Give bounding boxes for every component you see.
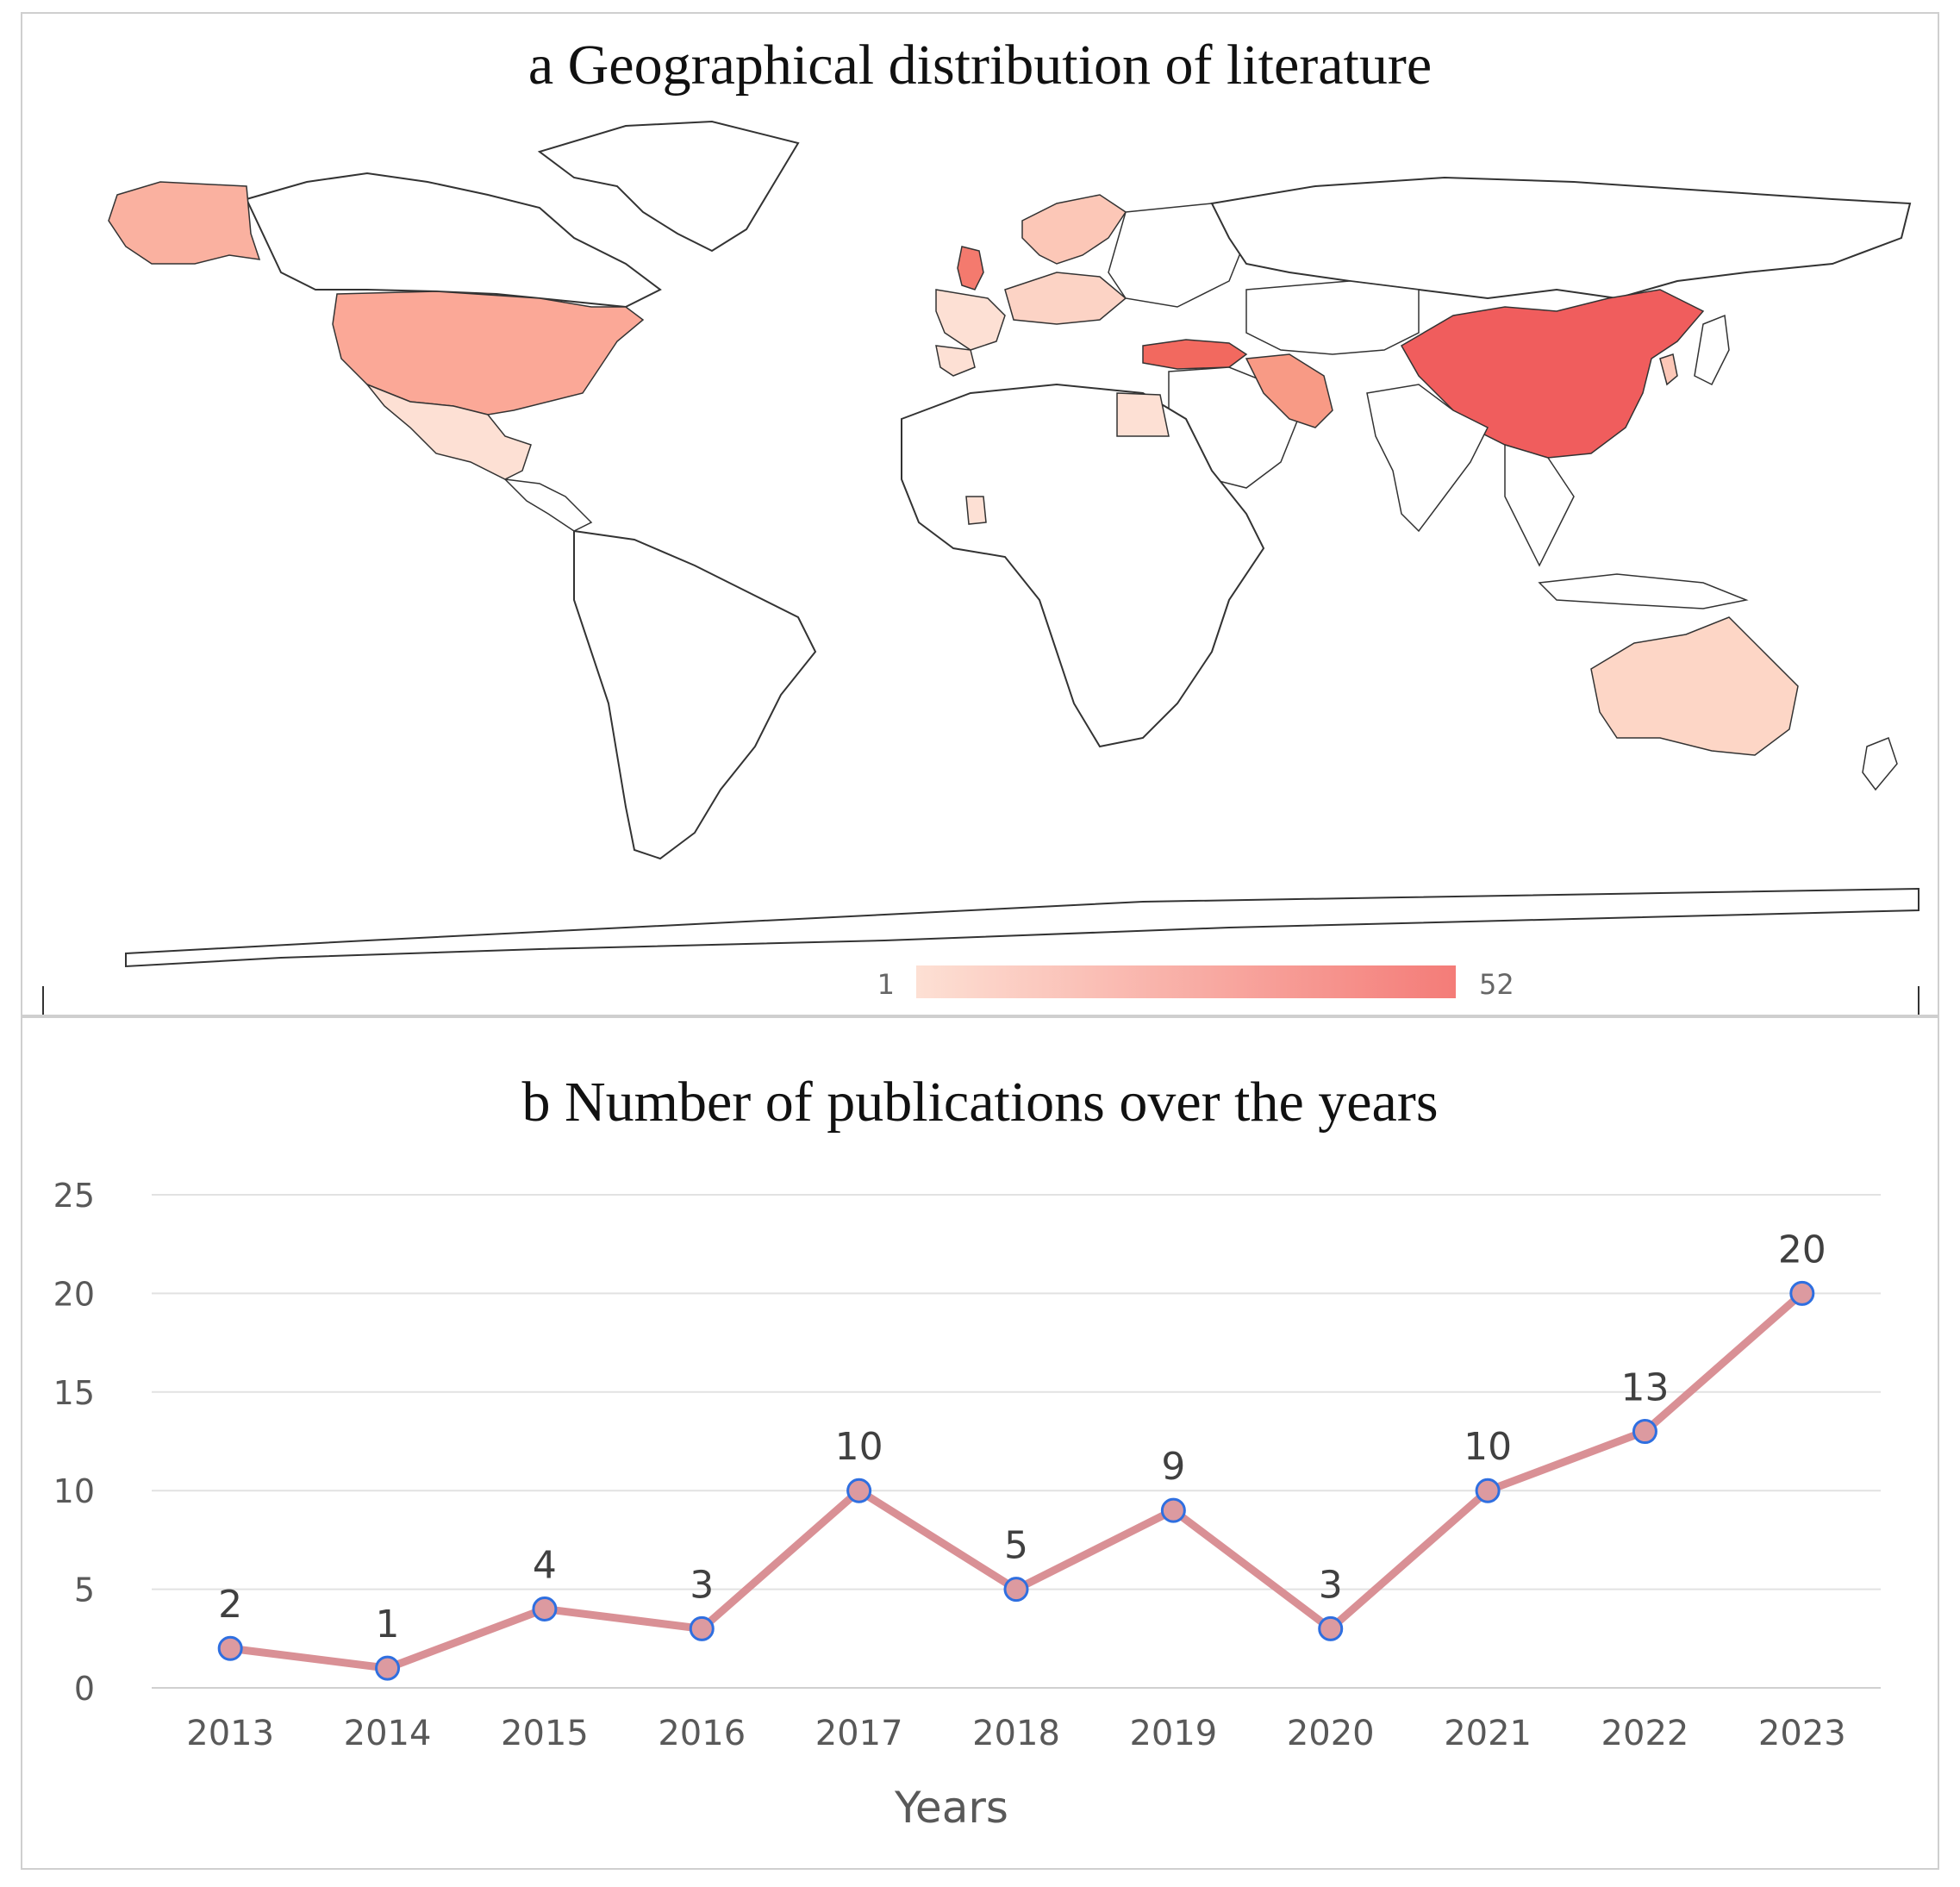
data-label: 1 [376, 1603, 400, 1646]
x-tick-label: 2016 [658, 1714, 746, 1753]
japan [1694, 314, 1730, 386]
legend-max-label: 52 [1479, 968, 1514, 1001]
uk [957, 246, 984, 291]
antarctica [125, 887, 1919, 968]
korea [1659, 353, 1678, 386]
turkey [1142, 339, 1248, 370]
data-labels: 2 1 4 3 10 5 9 3 10 13 20 [218, 1228, 1826, 1646]
canada [245, 172, 662, 309]
data-point [1789, 1280, 1815, 1306]
data-label: 10 [1464, 1425, 1512, 1469]
data-label: 3 [1319, 1563, 1343, 1607]
russia [1210, 176, 1912, 300]
world-map: 1 52 [42, 120, 1919, 1015]
mexico [365, 383, 532, 480]
data-label: 5 [1004, 1524, 1028, 1568]
data-label: 2 [218, 1583, 242, 1627]
egypt [1116, 392, 1170, 437]
y-tick-label: 0 [74, 1670, 95, 1708]
x-tick-label: 2017 [815, 1714, 903, 1753]
iran [1245, 353, 1333, 428]
x-tick-label: 2020 [1287, 1714, 1375, 1753]
x-tick-label: 2014 [344, 1714, 432, 1753]
x-axis-label: Years [894, 1783, 1008, 1833]
data-point [1003, 1577, 1029, 1603]
data-point [532, 1596, 558, 1621]
greenland [537, 120, 800, 253]
south-america [573, 529, 817, 860]
legend-colorbar [916, 965, 1456, 998]
data-point [375, 1655, 401, 1681]
map-title: a Geographical distribution of literatur… [527, 34, 1433, 97]
series-line [226, 1289, 1807, 1672]
india [1366, 384, 1489, 533]
indonesia [1538, 573, 1749, 609]
new-zealand [1862, 737, 1898, 791]
chart-title: b Number of publications over the years [521, 1071, 1439, 1134]
x-tick-label: 2023 [1758, 1714, 1846, 1753]
scandinavia [1021, 194, 1127, 265]
data-label: 20 [1778, 1228, 1826, 1272]
data-point [1160, 1497, 1186, 1523]
data-point [1632, 1419, 1657, 1445]
y-tick-label: 5 [74, 1571, 95, 1609]
x-tick-label: 2021 [1444, 1714, 1532, 1753]
data-point [1318, 1615, 1344, 1641]
central-america [502, 478, 593, 532]
y-tick-labels: 0 5 10 15 20 25 [53, 1177, 95, 1708]
map-panel: a Geographical distribution of literatur… [21, 12, 1939, 1016]
x-tick-label: 2022 [1601, 1714, 1689, 1753]
data-point [1475, 1478, 1501, 1503]
alaska [108, 181, 261, 265]
central-europe [1004, 272, 1127, 325]
data-point [217, 1635, 243, 1661]
data-point [846, 1478, 872, 1503]
x-tick-label: 2013 [186, 1714, 274, 1753]
x-tick-label: 2019 [1129, 1714, 1217, 1753]
data-point [689, 1615, 715, 1641]
y-tick-label: 15 [53, 1374, 95, 1412]
central-asia [1245, 280, 1420, 355]
data-label: 4 [533, 1543, 557, 1587]
y-tick-label: 25 [53, 1177, 95, 1215]
ghana [965, 496, 987, 525]
data-label: 9 [1161, 1445, 1185, 1489]
x-tick-labels: 2013 2014 2015 2016 2017 2018 2019 2020 2021 2022… [186, 1714, 1845, 1753]
x-tick-label: 2018 [972, 1714, 1060, 1753]
chart-panel: b Number of publications over the years … [21, 1016, 1939, 1870]
y-tick-label: 20 [53, 1275, 95, 1313]
southeast-asia [1504, 443, 1575, 567]
australia [1590, 616, 1799, 756]
iberia [935, 345, 976, 377]
data-label: 10 [835, 1425, 883, 1469]
y-tick-label: 10 [53, 1472, 95, 1510]
europe-west [935, 289, 1006, 351]
legend-min-label: 1 [877, 968, 895, 1001]
data-label: 13 [1620, 1366, 1669, 1410]
data-label: 3 [690, 1563, 714, 1607]
usa [332, 291, 645, 416]
x-tick-label: 2015 [501, 1714, 589, 1753]
markers [217, 1280, 1815, 1681]
